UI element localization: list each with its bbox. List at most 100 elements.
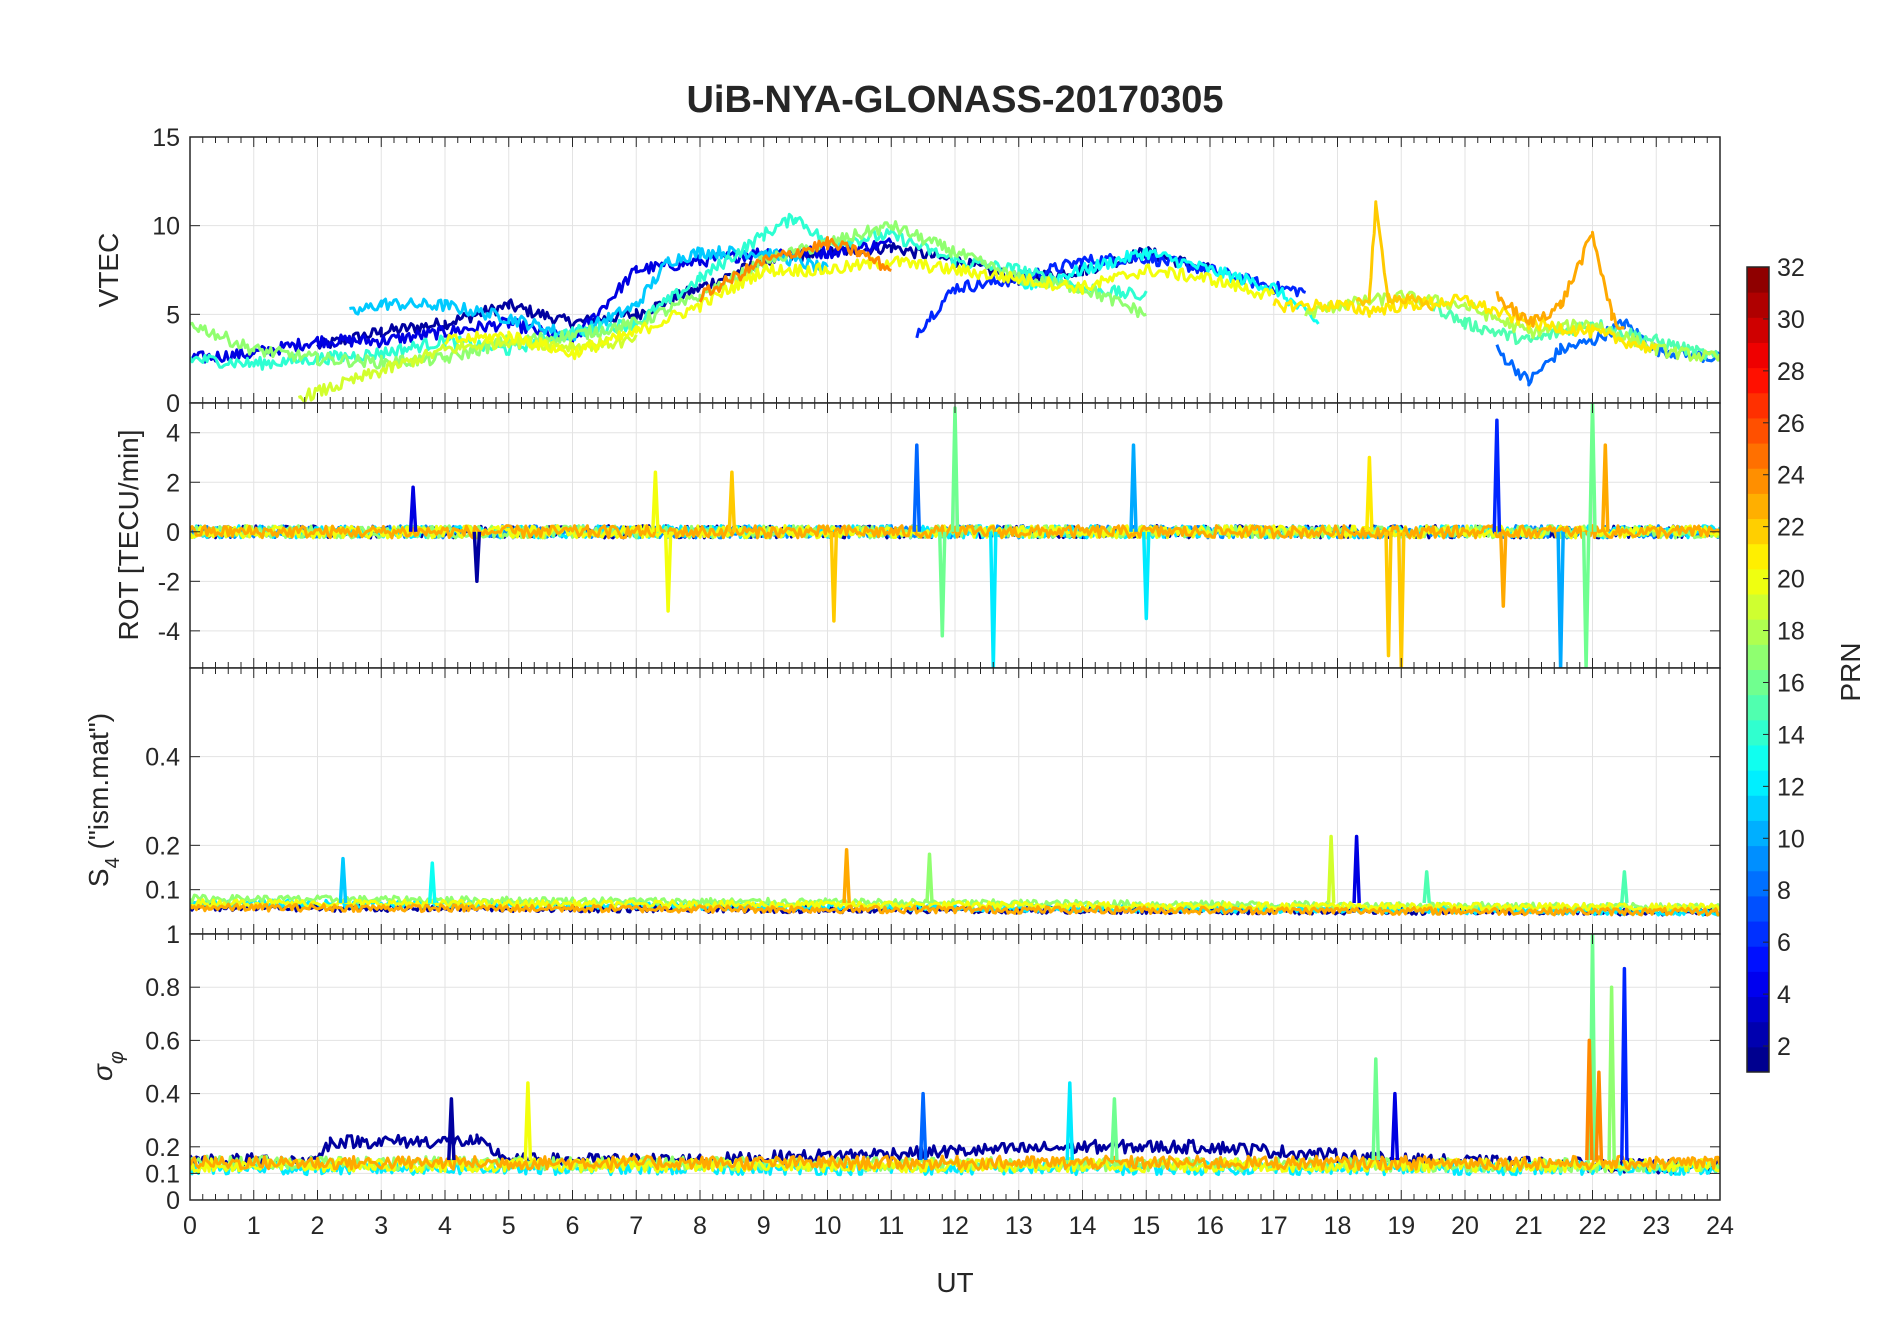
y-tick-label: 0 [166, 1187, 180, 1215]
colorbar-tick-label: 32 [1777, 254, 1805, 282]
series-line-prn-23 [190, 902, 1720, 917]
series-line-prn-21 [1272, 293, 1658, 354]
colorbar-segment [1747, 870, 1769, 897]
x-tick-label: 21 [1515, 1212, 1543, 1240]
spike-prn-12 [1141, 531, 1151, 621]
colorbar-segment [1747, 694, 1769, 721]
data-layer [190, 200, 1720, 403]
x-tick-label: 20 [1451, 1212, 1479, 1240]
x-tick-label: 3 [374, 1212, 388, 1240]
x-tick-label: 10 [814, 1212, 842, 1240]
colorbar-segment [1747, 392, 1769, 419]
series-line-prn-23 [190, 1154, 1720, 1171]
spike-prn-8 [912, 443, 922, 532]
y-tick-label: 0.1 [145, 877, 180, 905]
colorbar-segment [1747, 493, 1769, 520]
data-layer [190, 403, 1720, 668]
spike-prn-16 [1110, 1097, 1119, 1161]
y-tick-label: 0.4 [145, 744, 180, 772]
colorbar-segment [1747, 317, 1769, 343]
spike-prn-22 [727, 470, 737, 532]
spike-prn-2 [472, 531, 482, 584]
x-tick-label: 24 [1706, 1212, 1734, 1240]
x-tick-label: 17 [1260, 1212, 1288, 1240]
spike-prn-19 [1326, 834, 1336, 904]
colorbar-tick-label: 8 [1777, 877, 1791, 905]
spike-prn-22 [1384, 531, 1393, 658]
colorbar-segment [1747, 1046, 1769, 1073]
spike-prn-17 [1607, 985, 1616, 1161]
x-tick-label: 19 [1387, 1212, 1415, 1240]
colorbar-tick-label: 10 [1777, 825, 1805, 853]
colorbar-segment [1747, 744, 1769, 771]
x-tick-label: 12 [941, 1212, 969, 1240]
series-line-prn-13 [1017, 247, 1320, 325]
colorbar-frame [1746, 266, 1770, 1073]
spike-prn-22 [829, 531, 839, 623]
spike-prn-17 [925, 852, 934, 904]
colorbar-tick-label: 16 [1777, 669, 1805, 697]
colorbar-segment [1747, 820, 1769, 847]
y-tick-label: 4 [166, 420, 180, 448]
spike-prn-12 [988, 531, 998, 668]
colorbar-tick-label: 22 [1777, 514, 1805, 542]
x-tick-label: 22 [1579, 1212, 1607, 1240]
colorbar-segment [1747, 770, 1769, 796]
colorbar-segment [1747, 921, 1769, 947]
y-axis-label-main: σ [87, 1063, 118, 1081]
colorbar-segment [1747, 795, 1769, 821]
x-tick-label: 0 [183, 1212, 197, 1240]
y-tick-label: 0.6 [145, 1027, 180, 1055]
y-tick-label: 0.8 [145, 974, 180, 1002]
colorbar-segment [1747, 971, 1769, 998]
colorbar-segment [1747, 669, 1769, 696]
spike-prn-20 [663, 531, 673, 613]
series-line-prn-24 [698, 235, 892, 303]
spike-prn-10 [1129, 443, 1138, 532]
colorbar-segment [1747, 468, 1769, 494]
colorbar-tick-label: 4 [1777, 981, 1791, 1009]
spike-prn-6 [1492, 418, 1502, 532]
x-tick-label: 13 [1005, 1212, 1033, 1240]
spike-prn-16 [1371, 1057, 1381, 1161]
x-tick-label: 5 [502, 1212, 516, 1240]
y-tick-label: 0.2 [145, 832, 180, 860]
y-tick-label: 5 [166, 301, 180, 329]
panel-s4: 0.1 0.2 0.4 S4 ("ism.mat") [83, 667, 1721, 935]
colorbar-segment [1747, 946, 1769, 972]
spike-prn-6 [1620, 966, 1629, 1161]
colorbar-segment [1747, 644, 1769, 670]
data-layer [190, 934, 1720, 1177]
x-tick-label: 16 [1196, 1212, 1224, 1240]
spike-prn-23 [842, 848, 851, 904]
series-line-prn-20 [443, 255, 1276, 361]
y-tick-label: -2 [158, 568, 180, 596]
y-tick-label: 10 [152, 213, 180, 241]
colorbar-segment [1747, 518, 1769, 545]
x-tick-label: 4 [438, 1212, 452, 1240]
spike-prn-4 [1390, 1091, 1400, 1161]
y-tick-label: 0 [166, 390, 180, 418]
colorbar-segment [1747, 417, 1769, 444]
y-axis-label-sub: 4 [102, 857, 124, 868]
colorbar-tick-label: 24 [1777, 462, 1805, 490]
y-tick-label: 1 [166, 921, 180, 949]
x-tick-label: 18 [1324, 1212, 1352, 1240]
x-tick-label: 14 [1069, 1212, 1097, 1240]
y-tick-label: 0 [166, 519, 180, 547]
colorbar-segment [1747, 367, 1769, 394]
spike-prn-13 [427, 861, 437, 904]
colorbar-tick-label: 26 [1777, 410, 1805, 438]
spike-prn-12 [1065, 1081, 1075, 1161]
colorbar-segment [1747, 292, 1769, 318]
y-axis-label: VTEC [93, 233, 124, 308]
panel-vtec: 0 5 10 15 VTEC [93, 124, 1721, 418]
colorbar-tick-label: 6 [1777, 929, 1791, 957]
colorbar-segment [1747, 543, 1769, 570]
x-tick-label: 9 [757, 1212, 771, 1240]
spike-prn-15 [1620, 870, 1629, 904]
colorbar-tick-label: 12 [1777, 773, 1805, 801]
